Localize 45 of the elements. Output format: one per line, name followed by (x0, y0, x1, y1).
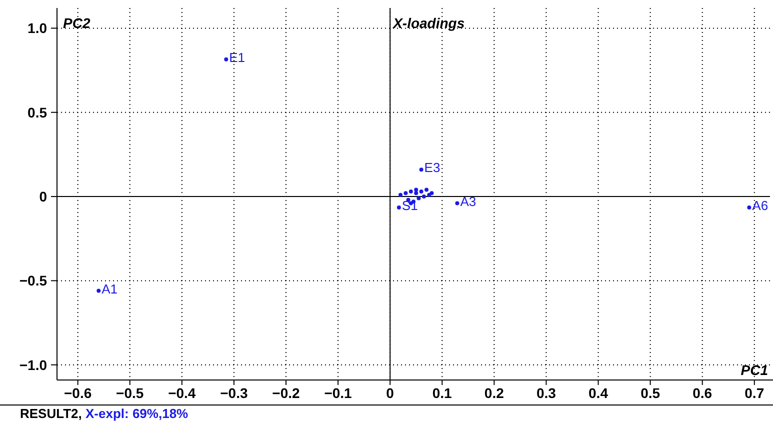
x-tick-label: 0.6 (692, 385, 712, 401)
y-axis-title: PC2 (63, 15, 90, 31)
point (404, 191, 408, 196)
x-tick-label: −0.2 (272, 385, 300, 401)
x-axis-title: PC1 (740, 362, 768, 378)
point (416, 196, 421, 200)
x-tick-label: −0.4 (168, 385, 196, 401)
x-tick-label: −0.1 (324, 385, 352, 401)
series-label: E3 (424, 160, 440, 176)
x-tick-label: 0.7 (744, 385, 764, 401)
y-tick-label: 1.0 (28, 20, 48, 36)
point (398, 192, 402, 197)
x-tick-label: 0.3 (536, 385, 556, 401)
point (224, 57, 228, 62)
point (424, 188, 429, 192)
y-tick-label: 0.5 (28, 104, 48, 120)
series-label: A6 (752, 198, 768, 213)
point (419, 168, 424, 172)
x-tick-label: −0.3 (220, 385, 248, 401)
x-tick-label: 0 (386, 385, 394, 401)
series-label: E1 (229, 50, 246, 65)
x-tick-label: 0.2 (484, 385, 504, 401)
text: RESULT2, (20, 406, 86, 421)
point (422, 194, 426, 199)
point (455, 201, 460, 206)
x-tick-label: −0.5 (116, 385, 144, 401)
y-tick-label: −0.5 (19, 272, 48, 289)
point (408, 189, 413, 194)
point (396, 205, 401, 210)
y-tick-label: 0 (39, 188, 48, 205)
point (414, 188, 418, 192)
x-tick-label: 0.4 (588, 385, 608, 401)
point (747, 205, 752, 210)
point (414, 191, 418, 196)
text: X-loadings (392, 15, 465, 31)
x-tick-label: 0.1 (432, 385, 452, 401)
y-tick-label: −1.0 (19, 356, 48, 373)
series-label: A1 (102, 281, 118, 296)
point (96, 288, 101, 293)
x-tick-label: −0.6 (64, 385, 92, 401)
x-tick-label: 0.5 (640, 385, 660, 401)
point (427, 192, 432, 197)
text: X-expl: 69%,18% (86, 406, 189, 421)
point (419, 189, 424, 194)
series-label: A3 (460, 194, 476, 209)
